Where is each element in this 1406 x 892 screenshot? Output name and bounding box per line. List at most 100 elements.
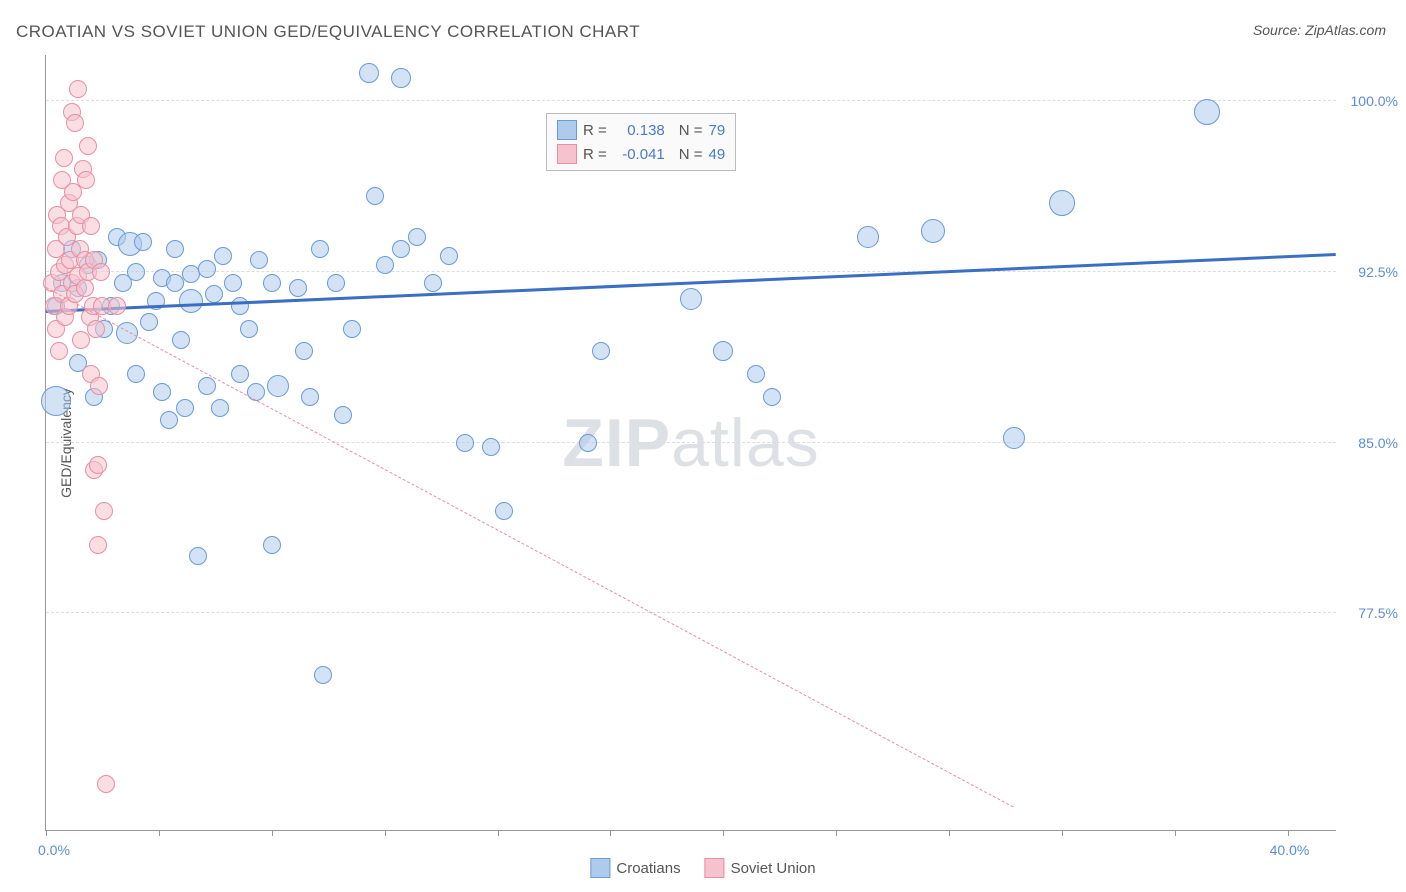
croatians-point	[482, 438, 500, 456]
croatians-point	[921, 219, 945, 243]
legend-item: Soviet Union	[705, 858, 816, 878]
soviet-union-point	[50, 342, 68, 360]
croatians-point	[198, 377, 216, 395]
legend-label: Soviet Union	[731, 860, 816, 877]
soviet-union-point	[69, 80, 87, 98]
croatians-point	[579, 434, 597, 452]
croatians-point	[134, 233, 152, 251]
n-label: N =	[679, 122, 703, 139]
legend-swatch	[590, 858, 610, 878]
croatians-point	[214, 247, 232, 265]
croatians-point	[140, 313, 158, 331]
croatians-point	[343, 320, 361, 338]
source-attribution: Source: ZipAtlas.com	[1253, 22, 1386, 38]
croatians-point	[857, 226, 879, 248]
x-tick	[272, 830, 273, 836]
n-label: N =	[679, 146, 703, 163]
correlation-legend: R =0.138N =79R =-0.041N =49	[546, 113, 736, 171]
croatians-point	[172, 331, 190, 349]
croatians-point	[311, 240, 329, 258]
legend-swatch	[557, 120, 577, 140]
croatians-point	[189, 547, 207, 565]
y-tick-label: 100.0%	[1351, 93, 1398, 109]
croatians-point	[211, 399, 229, 417]
croatians-point	[763, 388, 781, 406]
legend-row: R =0.138N =79	[557, 118, 725, 142]
croatians-point	[179, 289, 203, 313]
x-tick	[610, 830, 611, 836]
croatians-point	[592, 342, 610, 360]
n-value: 79	[709, 122, 726, 139]
croatians-point	[301, 388, 319, 406]
soviet-union-point	[108, 297, 126, 315]
soviet-union-point	[82, 217, 100, 235]
plot-area: GED/Equivalency ZIPatlas R =0.138N =79R …	[45, 55, 1336, 831]
croatians-point	[327, 274, 345, 292]
croatians-point	[376, 256, 394, 274]
legend-swatch	[557, 144, 577, 164]
croatians-point	[127, 263, 145, 281]
croatians-point	[250, 251, 268, 269]
croatians-point	[408, 228, 426, 246]
croatians-point	[263, 536, 281, 554]
x-tick	[498, 830, 499, 836]
croatians-point	[198, 260, 216, 278]
croatians-point	[440, 247, 458, 265]
r-value: 0.138	[613, 122, 665, 139]
chart-title: CROATIAN VS SOVIET UNION GED/EQUIVALENCY…	[16, 22, 640, 42]
croatians-point	[713, 341, 733, 361]
n-value: 49	[709, 146, 726, 163]
legend-label: Croatians	[616, 860, 680, 877]
croatians-point	[166, 240, 184, 258]
croatians-point	[41, 386, 71, 416]
soviet-union-trendline	[46, 287, 1014, 808]
croatians-point	[166, 274, 184, 292]
soviet-union-point	[77, 171, 95, 189]
legend-item: Croatians	[590, 858, 680, 878]
croatians-point	[359, 63, 379, 83]
x-tick	[46, 830, 47, 836]
croatians-point	[231, 365, 249, 383]
y-tick-label: 85.0%	[1358, 435, 1398, 451]
croatians-point	[747, 365, 765, 383]
croatians-point	[680, 288, 702, 310]
soviet-union-point	[66, 114, 84, 132]
gridline	[46, 100, 1336, 101]
croatians-point	[160, 411, 178, 429]
soviet-union-point	[90, 377, 108, 395]
soviet-union-point	[76, 279, 94, 297]
croatians-point	[205, 285, 223, 303]
croatians-point	[240, 320, 258, 338]
croatians-point	[224, 274, 242, 292]
chart-container: CROATIAN VS SOVIET UNION GED/EQUIVALENCY…	[0, 0, 1406, 892]
soviet-union-point	[92, 263, 110, 281]
croatians-point	[267, 375, 289, 397]
croatians-point	[153, 383, 171, 401]
y-tick-label: 92.5%	[1358, 264, 1398, 280]
x-tick	[159, 830, 160, 836]
croatians-point	[295, 342, 313, 360]
x-tick	[836, 830, 837, 836]
soviet-union-point	[95, 502, 113, 520]
x-tick	[723, 830, 724, 836]
r-label: R =	[583, 146, 607, 163]
soviet-union-point	[55, 149, 73, 167]
x-tick	[385, 830, 386, 836]
croatians-point	[263, 274, 281, 292]
gridline	[46, 442, 1336, 443]
soviet-union-point	[89, 456, 107, 474]
croatians-point	[1003, 427, 1025, 449]
croatians-point	[392, 240, 410, 258]
soviet-union-point	[89, 536, 107, 554]
x-tick	[1175, 830, 1176, 836]
croatians-point	[366, 187, 384, 205]
x-axis-min-label: 0.0%	[38, 842, 70, 858]
legend-row: R =-0.041N =49	[557, 142, 725, 166]
soviet-union-point	[87, 320, 105, 338]
croatians-point	[391, 68, 411, 88]
x-axis-max-label: 40.0%	[1270, 842, 1310, 858]
x-tick	[1288, 830, 1289, 836]
x-tick	[1062, 830, 1063, 836]
watermark: ZIPatlas	[562, 404, 819, 482]
croatians-point	[176, 399, 194, 417]
